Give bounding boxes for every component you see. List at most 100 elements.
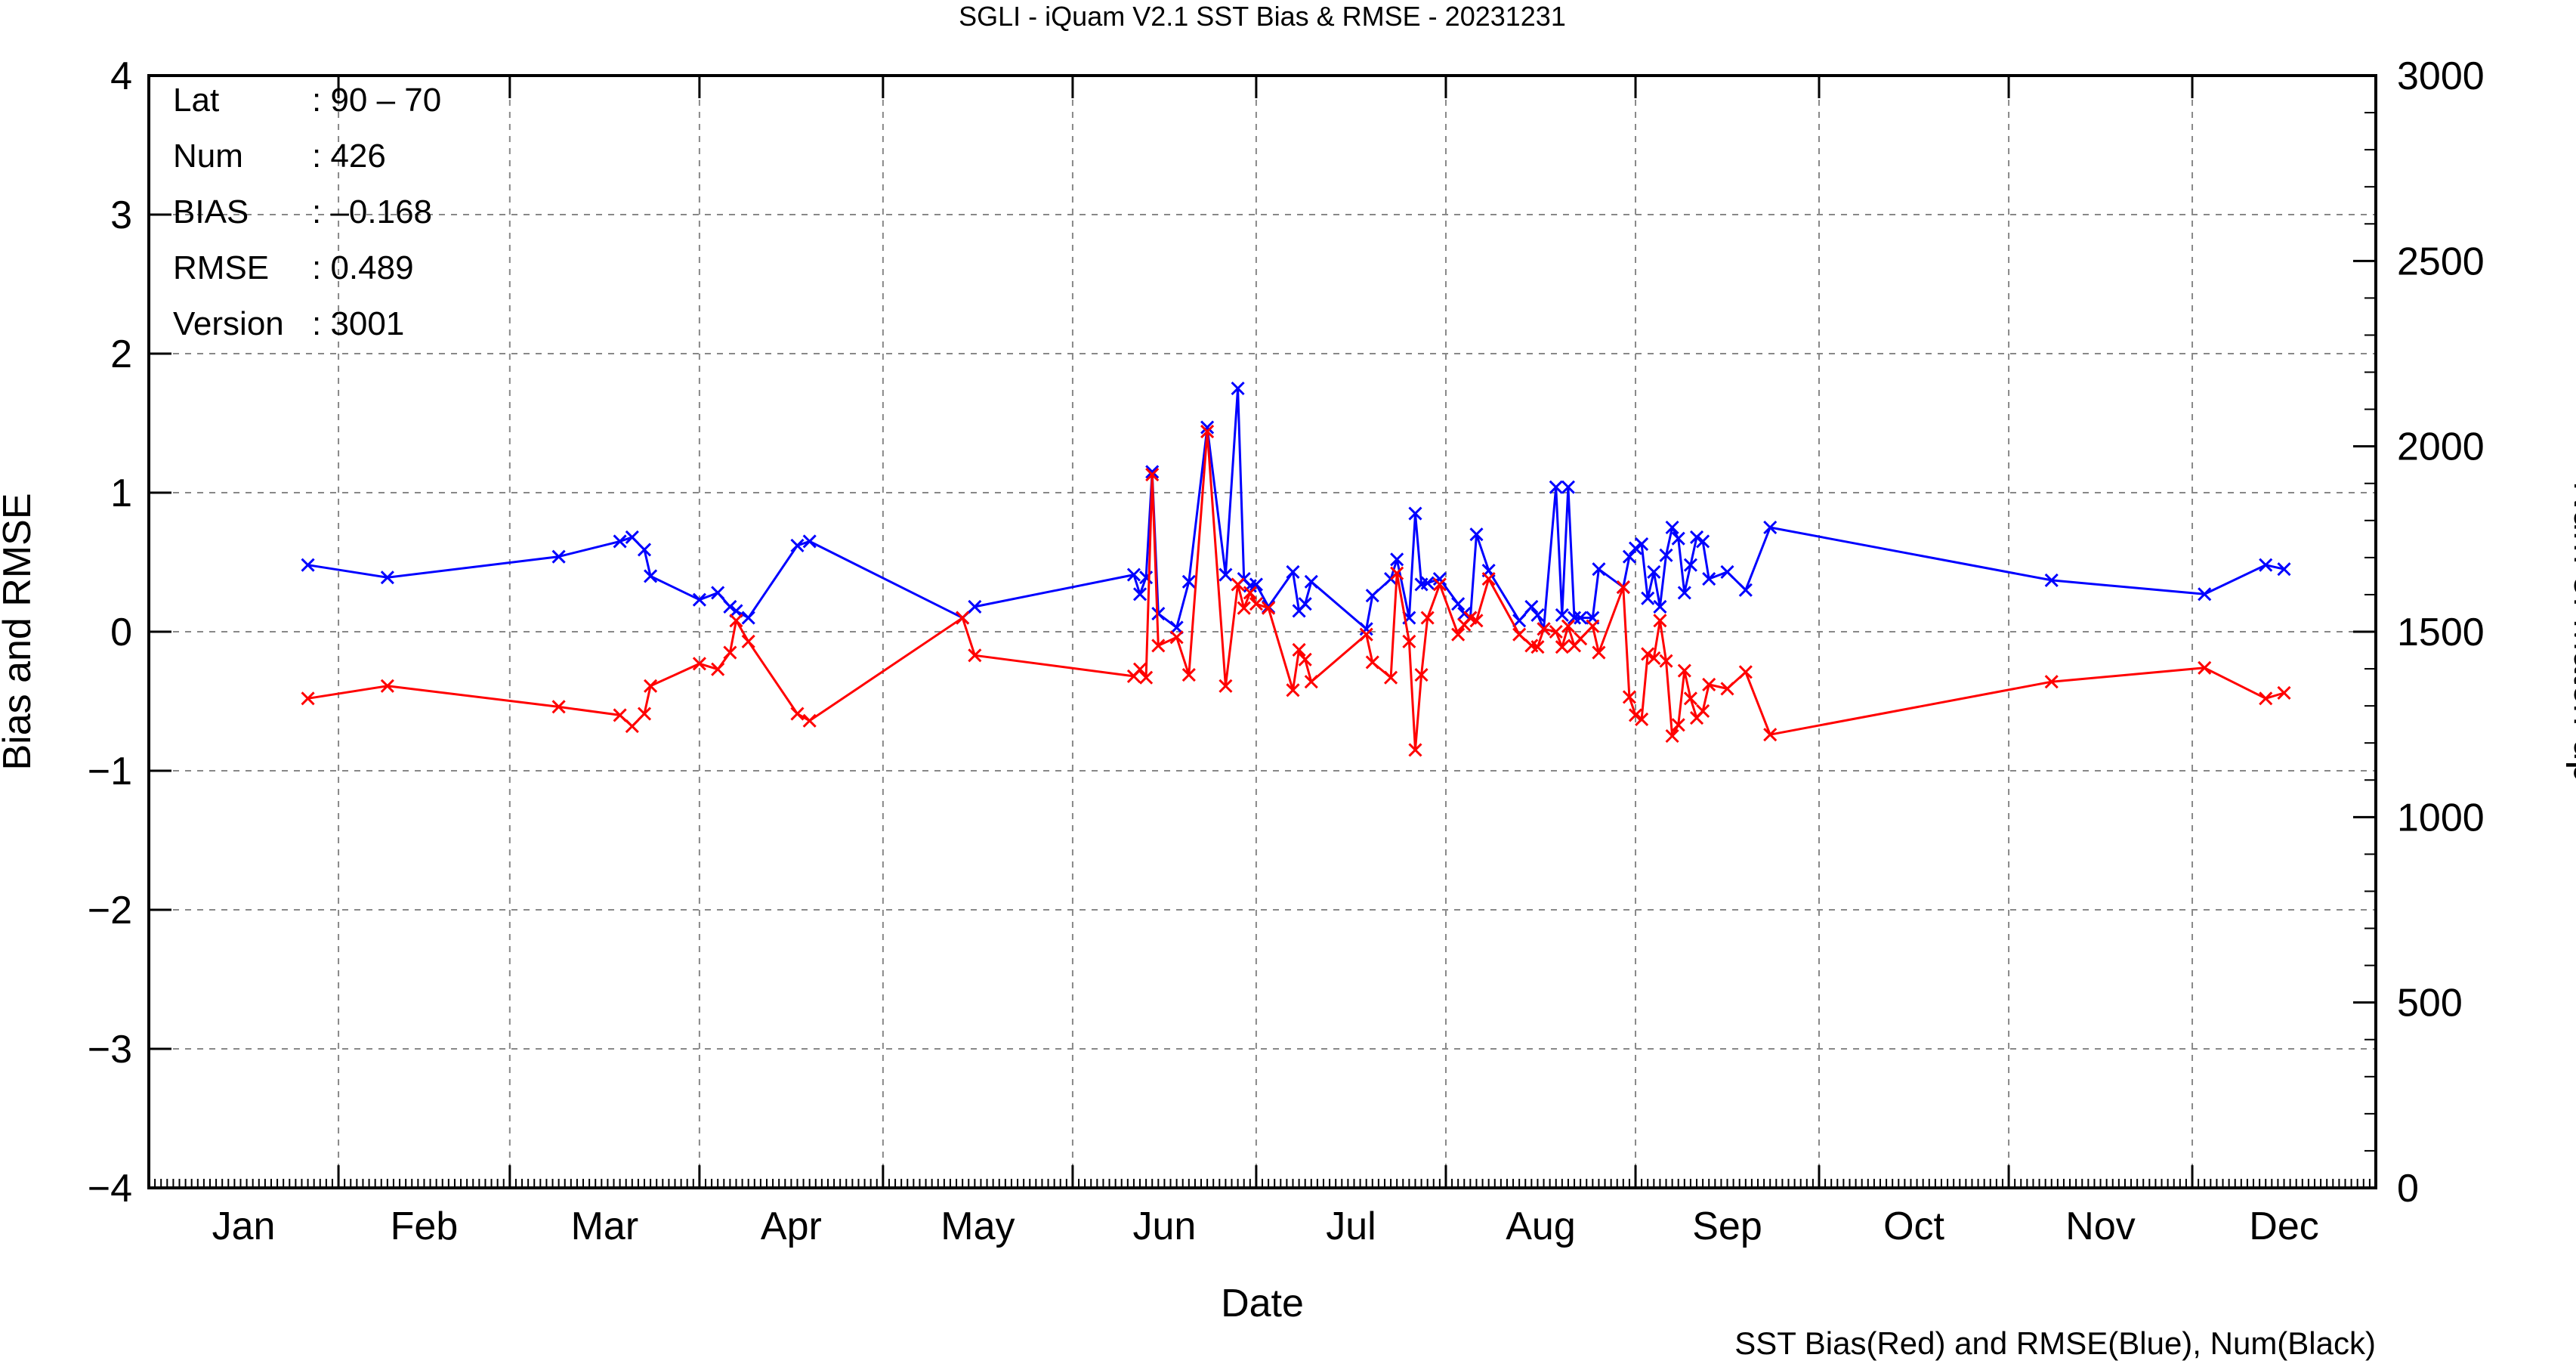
marker-stroke <box>1567 611 1582 625</box>
marker-stroke <box>2198 587 2212 602</box>
data-point-bias <box>1420 611 1435 625</box>
info-lat-label: Lat <box>173 82 219 119</box>
data-point-rmse <box>1304 574 1318 589</box>
marker-stroke <box>1671 531 1685 546</box>
data-point-bias <box>1738 665 1753 679</box>
data-point-rmse <box>1555 608 1569 622</box>
marker-stroke <box>1689 530 1704 544</box>
marker-stroke <box>1702 572 1716 586</box>
data-point-bias <box>1181 667 1196 682</box>
marker-stroke <box>1622 549 1636 564</box>
marker-stroke <box>1683 558 1697 572</box>
y2-tick-label: 500 <box>2397 982 2463 1025</box>
data-point-rmse <box>723 599 737 614</box>
data-point-rmse <box>1720 564 1734 579</box>
marker-stroke <box>711 586 725 600</box>
data-point-bias <box>1200 424 1215 439</box>
info-version-value: : 3001 <box>312 305 404 342</box>
data-point-bias <box>1574 632 1588 646</box>
marker-stroke <box>644 679 658 693</box>
marker-stroke <box>729 614 743 628</box>
marker-stroke <box>1671 718 1685 732</box>
x-tick-label: Jul <box>1326 1205 1376 1248</box>
marker-stroke <box>551 700 566 714</box>
y-tick-label: 2 <box>110 332 132 376</box>
data-point-bias <box>1481 572 1496 586</box>
marker-stroke <box>1139 670 1154 685</box>
marker-stroke <box>1641 591 1655 605</box>
data-point-rmse <box>2044 573 2059 587</box>
marker-stroke <box>968 599 982 614</box>
x-tick-label: Aug <box>1506 1205 1576 1248</box>
marker-stroke <box>1298 652 1312 666</box>
data-point-bias <box>1671 718 1685 732</box>
data-point-bias <box>1469 614 1484 628</box>
x-tick-label: Oct <box>1883 1205 1944 1248</box>
marker-stroke <box>1653 614 1667 628</box>
marker-stroke <box>1574 611 1588 625</box>
data-point-rmse <box>1451 597 1466 611</box>
info-bias-label: BIAS <box>173 193 249 230</box>
marker-stroke <box>1555 640 1569 654</box>
data-point-rmse <box>1653 599 1667 614</box>
y2-tick-label: 2000 <box>2397 425 2485 469</box>
data-point-bias <box>551 700 566 714</box>
marker-stroke <box>1420 576 1435 590</box>
marker-stroke <box>1586 619 1600 633</box>
marker-stroke <box>1249 597 1263 611</box>
data-point-bias <box>1659 654 1673 668</box>
data-point-rmse <box>1763 520 1778 535</box>
data-point-rmse <box>380 571 394 585</box>
marker-stroke <box>2277 562 2291 577</box>
data-point-bias <box>1628 708 1643 722</box>
data-point-rmse <box>1567 611 1582 625</box>
marker-stroke <box>1628 708 1643 722</box>
data-point-rmse <box>2259 558 2273 572</box>
x-tick-label: Jun <box>1132 1205 1196 1248</box>
data-point-bias <box>613 708 627 722</box>
marker-stroke <box>1231 381 1245 396</box>
data-point-bias <box>1390 566 1404 580</box>
data-point-bias <box>1683 691 1697 706</box>
data-point-rmse <box>968 599 982 614</box>
data-point-bias <box>1586 619 1600 633</box>
marker-stroke <box>644 569 658 583</box>
marker-stroke <box>625 719 639 734</box>
marker-stroke <box>1702 677 1716 691</box>
marker-stroke <box>301 558 315 572</box>
info-rmse-value: : 0.489 <box>312 249 414 286</box>
data-point-bias <box>1304 675 1318 689</box>
marker-stroke <box>1451 597 1466 611</box>
marker-stroke <box>2044 675 2059 689</box>
marker-stroke <box>729 604 743 618</box>
marker-stroke <box>1286 683 1300 697</box>
y2-tick-label: 1000 <box>2397 796 2485 840</box>
data-point-bias <box>1512 627 1527 642</box>
y2-tick-label: 2500 <box>2397 240 2485 283</box>
marker-stroke <box>1304 574 1318 589</box>
data-point-rmse <box>1689 530 1704 544</box>
data-point-rmse <box>1132 587 1147 602</box>
data-point-rmse <box>711 586 725 600</box>
chart-title: SGLI - iQuam V2.1 SST Bias & RMSE - 2023… <box>959 1 1566 32</box>
data-point-rmse <box>1677 586 1691 600</box>
data-point-bias <box>1169 630 1184 645</box>
data-point-bias <box>1647 651 1661 666</box>
data-point-bias <box>1231 577 1245 592</box>
data-point-bias <box>1402 634 1416 648</box>
y2-axis-label: Num of Match-up <box>2565 481 2576 783</box>
marker-stroke <box>956 611 970 625</box>
marker-stroke <box>1151 639 1166 653</box>
x-tick-label: May <box>941 1205 1015 1248</box>
marker-stroke <box>1481 572 1496 586</box>
marker-stroke <box>637 543 652 557</box>
marker-stroke <box>1365 655 1379 670</box>
data-point-bias <box>1249 597 1263 611</box>
marker-stroke <box>1696 704 1710 718</box>
data-point-bias <box>1696 704 1710 718</box>
marker-stroke <box>1524 599 1539 614</box>
data-point-bias <box>2044 675 2059 689</box>
marker-stroke <box>637 707 652 721</box>
marker-stroke <box>1549 624 1563 639</box>
marker-stroke <box>1549 480 1563 494</box>
